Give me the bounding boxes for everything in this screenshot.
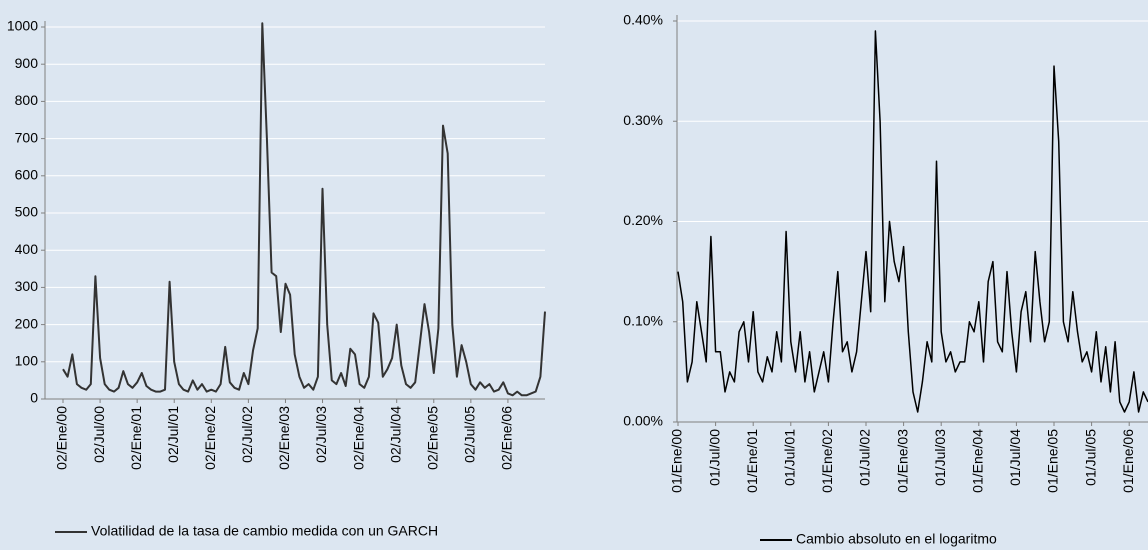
legend-label: Volatilidad de la tasa de cambio medida … bbox=[91, 523, 438, 539]
y-tick-label: 0.30% bbox=[623, 112, 663, 128]
x-tick-label: 01/Jul/03 bbox=[932, 429, 948, 486]
x-tick-label: 02/Jul/03 bbox=[313, 406, 329, 463]
y-tick-label: 900 bbox=[15, 55, 39, 71]
x-tick-label: 02/Jul/04 bbox=[387, 406, 403, 463]
x-tick-label: 01/Ene/00 bbox=[669, 429, 685, 493]
x-tick-label: 01/Jul/02 bbox=[857, 429, 873, 486]
y-tick-label: 400 bbox=[15, 241, 39, 257]
y-tick-label: 100 bbox=[15, 353, 39, 369]
data-line bbox=[677, 30, 1148, 413]
x-tick-label: 02/Jul/05 bbox=[462, 406, 478, 463]
data-line bbox=[62, 22, 546, 397]
x-tick-label: 02/Ene/01 bbox=[128, 406, 144, 470]
y-tick-label: 300 bbox=[15, 278, 39, 294]
legend-label: Cambio absoluto en el logaritmo bbox=[796, 531, 997, 547]
y-tick-label: 0 bbox=[30, 390, 38, 406]
x-tick-label: 01/Ene/05 bbox=[1045, 429, 1061, 493]
y-tick-label: 800 bbox=[15, 92, 39, 108]
x-tick-label: 02/Jul/00 bbox=[91, 406, 107, 463]
x-tick-label: 02/Ene/06 bbox=[499, 406, 515, 470]
x-tick-label: 01/Jul/05 bbox=[1082, 429, 1098, 486]
plot bbox=[62, 22, 546, 397]
y-tick-label: 1000 bbox=[7, 18, 38, 34]
x-tick-label: 02/Jul/01 bbox=[165, 406, 181, 463]
x-tick-label: 02/Ene/02 bbox=[202, 406, 218, 470]
x-tick-label: 02/Ene/05 bbox=[424, 406, 440, 470]
y-tick-label: 500 bbox=[15, 204, 39, 220]
y-tick-label: 0.10% bbox=[623, 312, 663, 328]
x-tick-label: 01/Jul/00 bbox=[706, 429, 722, 486]
x-tick-label: 02/Ene/03 bbox=[276, 406, 292, 470]
y-tick-label: 700 bbox=[15, 129, 39, 145]
x-tick-label: 01/Ene/04 bbox=[970, 429, 986, 493]
y-tick-label: 0.40% bbox=[623, 12, 663, 28]
x-tick-label: 02/Jul/02 bbox=[239, 406, 255, 463]
x-tick-label: 01/Ene/02 bbox=[819, 429, 835, 493]
x-tick-label: 02/Ene/00 bbox=[54, 406, 70, 470]
x-tick-label: 02/Ene/04 bbox=[350, 406, 366, 470]
x-tick-label: 01/Ene/03 bbox=[894, 429, 910, 493]
y-tick-label: 600 bbox=[15, 167, 39, 183]
plot bbox=[677, 30, 1148, 413]
x-tick-label: 01/Ene/01 bbox=[744, 429, 760, 493]
y-tick-label: 0.20% bbox=[623, 212, 663, 228]
y-tick-label: 0.00% bbox=[623, 413, 663, 429]
y-tick-label: 200 bbox=[15, 315, 39, 331]
x-tick-label: 01/Ene/06 bbox=[1120, 429, 1136, 493]
x-tick-label: 01/Jul/04 bbox=[1007, 429, 1023, 486]
x-tick-label: 01/Jul/01 bbox=[782, 429, 798, 486]
